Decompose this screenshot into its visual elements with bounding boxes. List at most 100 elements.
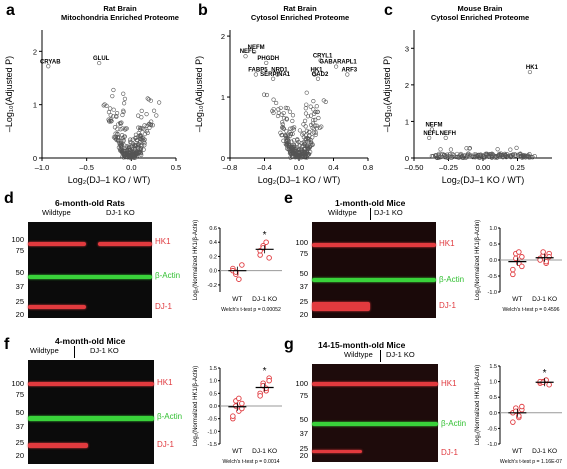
data-point [307,146,312,151]
data-point [288,126,293,131]
data-point [313,123,318,128]
mw-marker-label: 20 [15,451,24,460]
category-label: DJ-1 KO [252,296,277,303]
data-point [306,139,312,144]
data-point [289,139,294,144]
y-tick-label: 1.5 [489,364,497,370]
lane-separator [370,208,371,220]
y-tick-label: -1.5 [208,442,217,448]
x-tick-label: –1.0 [35,163,50,172]
data-point [461,155,466,160]
data-point [310,142,315,147]
data-point [460,153,465,158]
labeled-point [318,58,323,63]
y-tick-label: 0.5 [209,391,217,397]
data-point [463,155,468,160]
panel-label-d: d [4,190,14,207]
y-tick-label: 1.5 [209,366,217,372]
data-point [118,148,123,153]
data-point [467,152,473,157]
category-label: WT [232,448,242,455]
mw-marker-label: 75 [299,249,308,258]
data-point [500,155,506,160]
y-tick-label: -0.5 [208,417,217,423]
data-point [302,118,308,123]
data-point [123,155,128,160]
y-tick-label: 0.0 [209,404,217,410]
lane-label-wildtype: Wildtype [42,208,71,217]
data-point [297,128,303,133]
data-point [239,262,245,268]
data-point [296,155,302,160]
band-label-hk1: HK1 [155,237,171,246]
data-point [266,377,272,384]
point-label: CRYL1 [313,53,333,59]
data-point [114,114,119,119]
data-point [280,120,285,125]
data-point [519,403,525,410]
data-point [230,413,236,419]
data-point [467,146,472,151]
stat-label: Welch's t-test p = 0.0014 [223,459,280,465]
data-point [447,152,453,157]
data-point [139,115,144,120]
point-label: HK1 [526,65,539,71]
band-label-hk1: HK1 [441,379,457,388]
labeled-point [253,72,258,77]
data-point [297,147,302,153]
band-label-beta-actin: β-Actin [157,412,183,421]
point-label: SERPINA1 [260,72,291,78]
blot-e-title: 1-month-old Mice [335,198,406,208]
data-point [302,147,308,152]
band-hk1 [312,243,436,247]
data-point [281,126,286,131]
data-point [137,147,142,152]
data-point [283,133,288,138]
labeled-point [345,72,350,77]
data-point [311,118,316,123]
labeled-point [333,64,339,69]
data-point [301,122,306,127]
data-point [138,125,143,130]
mw-marker-label: 100 [295,379,308,388]
blot-g: Wildtype DJ-1 KO 100 75 50 37 25 20 HK1 β-Actin DJ… [282,350,472,466]
data-point [108,106,113,111]
band-beta-actin [312,278,436,282]
lane-label-wildtype: Wildtype [328,208,357,217]
data-point [315,109,320,115]
point-label: NEFM [425,122,442,128]
data-point [304,90,309,95]
data-point [124,144,129,149]
data-point [313,132,318,137]
data-point [289,150,294,156]
data-point [449,155,454,160]
data-point [284,138,289,143]
data-point [285,106,290,111]
data-point [450,152,455,157]
data-point [495,147,500,152]
data-point [284,129,289,134]
stat-label: Welch's t-test p = 0.00052 [221,307,281,313]
data-point [141,139,146,144]
band-dj1 [312,302,370,311]
lane-separator [380,350,381,362]
data-point [292,125,297,130]
data-point [297,150,302,155]
point-label: NRD1 [271,67,288,73]
data-point [308,104,313,109]
data-point [116,138,121,143]
band-label-dj1: DJ-1 [441,448,458,457]
data-point [275,113,281,119]
data-point [302,150,308,155]
data-point [287,151,293,156]
data-point [144,112,149,117]
data-point [121,108,126,113]
mw-marker-label: 37 [299,429,308,438]
mw-marker-label: 25 [15,297,24,306]
data-point [278,105,283,111]
data-point [311,107,316,112]
data-point [119,146,124,151]
data-point [135,146,140,151]
data-point [157,100,162,105]
data-point [487,154,492,159]
